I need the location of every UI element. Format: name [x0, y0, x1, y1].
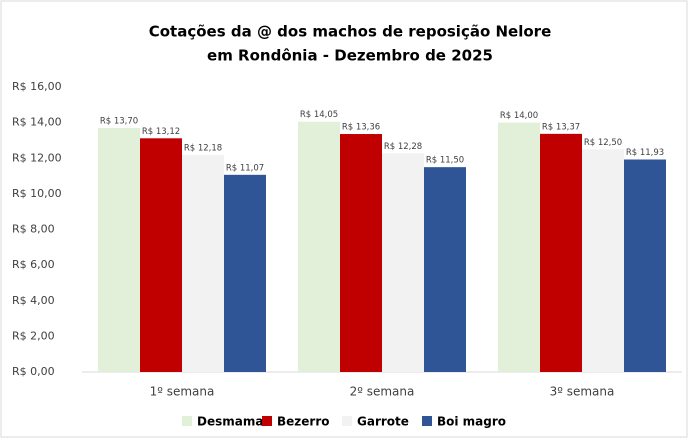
- y-tick-label: R$ 2,00: [12, 329, 55, 342]
- bar: [582, 149, 624, 372]
- y-tick-label: R$ 6,00: [12, 258, 55, 271]
- legend-label: Bezerro: [277, 415, 330, 429]
- bar: [498, 122, 540, 372]
- y-tick-label: R$ 8,00: [12, 223, 55, 236]
- value-label: R$ 13,70: [100, 116, 138, 126]
- bar: [624, 159, 666, 372]
- value-label: R$ 14,00: [500, 111, 538, 121]
- y-tick-label: R$ 0,00: [12, 365, 55, 378]
- bar: [298, 121, 340, 372]
- y-tick-label: R$ 4,00: [12, 294, 55, 307]
- value-label: R$ 11,07: [226, 163, 264, 173]
- value-label: R$ 11,50: [426, 156, 464, 166]
- bar: [340, 134, 382, 372]
- y-tick-label: R$ 12,00: [12, 151, 62, 164]
- bar: [224, 174, 266, 372]
- bar: [140, 138, 182, 372]
- value-label: R$ 14,05: [300, 110, 338, 120]
- legend-label: Boi magro: [437, 415, 506, 429]
- legend-label: Desmama: [197, 415, 263, 429]
- value-label: R$ 12,50: [584, 138, 622, 148]
- bar: [424, 167, 466, 372]
- y-tick-label: R$ 10,00: [12, 187, 62, 200]
- bar: [98, 127, 140, 372]
- x-tick-label: 1º semana: [150, 385, 215, 399]
- legend-swatch: [262, 416, 272, 426]
- legend-swatch: [342, 416, 352, 426]
- chart-title: em Rondônia - Dezembro de 2025: [207, 47, 493, 65]
- y-tick-label: R$ 14,00: [12, 116, 62, 129]
- chart-title: Cotações da @ dos machos de reposição Ne…: [149, 23, 552, 41]
- value-label: R$ 12,18: [184, 144, 222, 154]
- legend-swatch: [422, 416, 432, 426]
- value-label: R$ 13,12: [142, 127, 180, 137]
- value-label: R$ 13,36: [342, 123, 380, 133]
- bar: [382, 153, 424, 372]
- value-label: R$ 11,93: [626, 148, 664, 158]
- legend-swatch: [182, 416, 192, 426]
- value-label: R$ 12,28: [384, 142, 422, 152]
- bar: [182, 155, 224, 372]
- value-label: R$ 13,37: [542, 122, 580, 132]
- bar: [540, 133, 582, 372]
- y-tick-label: R$ 16,00: [12, 80, 62, 93]
- x-tick-label: 2º semana: [350, 385, 415, 399]
- x-tick-label: 3º semana: [550, 385, 615, 399]
- legend-label: Garrote: [357, 415, 409, 429]
